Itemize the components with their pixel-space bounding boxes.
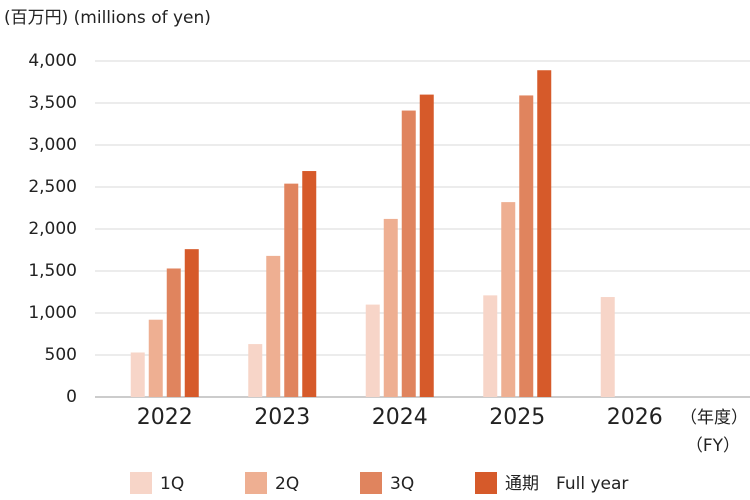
- legend-swatch: [475, 472, 497, 494]
- bar: [519, 95, 534, 397]
- y-tick-label: 2,500: [28, 177, 77, 197]
- x-unit: （年度）: [680, 408, 748, 428]
- bar: [483, 295, 498, 397]
- legend-label: 1Q: [160, 474, 184, 494]
- y-tick-label: 3,500: [28, 93, 77, 113]
- bar: [284, 183, 299, 397]
- bar: [266, 255, 281, 397]
- y-tick-label: 1,000: [28, 303, 77, 323]
- bar: [166, 268, 181, 397]
- legend-label: 通期 Full year: [505, 474, 628, 494]
- x-tick-label: 2026: [607, 405, 663, 430]
- y-tick-label: 3,000: [28, 135, 77, 155]
- legend-swatch: [360, 472, 382, 494]
- bar: [365, 304, 380, 397]
- bar: [419, 94, 434, 397]
- legend-label: 3Q: [390, 474, 414, 494]
- bar: [302, 171, 317, 397]
- x-tick-label: 2024: [372, 405, 428, 430]
- bar: [537, 70, 552, 398]
- x-tick-label: 2023: [254, 405, 310, 430]
- bar: [184, 249, 199, 397]
- bar: [248, 344, 263, 397]
- y-tick-label: 4,000: [28, 51, 77, 71]
- legend-swatch: [130, 472, 152, 494]
- bar: [148, 319, 163, 397]
- legend-swatch: [245, 472, 267, 494]
- legend-label: 2Q: [275, 474, 299, 494]
- x-unit: （FY）: [686, 436, 740, 456]
- y-tick-label: 1,500: [28, 261, 77, 281]
- bar: [130, 352, 145, 397]
- bar: [383, 218, 398, 397]
- x-tick-label: 2025: [489, 405, 545, 430]
- bar: [401, 110, 416, 397]
- y-tick-label: 500: [45, 345, 77, 365]
- bar: [501, 202, 516, 397]
- y-tick-label: 0: [66, 387, 77, 407]
- y-axis-label: (百万円) (millions of yen): [4, 8, 211, 28]
- y-tick-label: 2,000: [28, 219, 77, 239]
- bar: [600, 297, 615, 397]
- x-tick-label: 2022: [137, 405, 193, 430]
